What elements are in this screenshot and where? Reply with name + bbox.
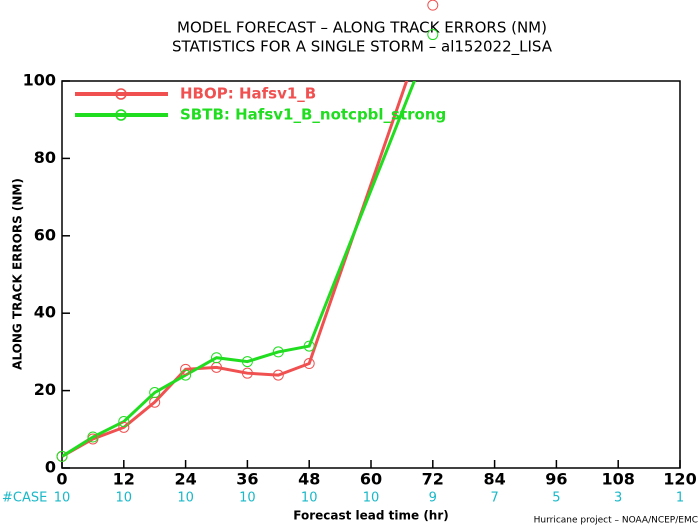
plot-frame xyxy=(61,80,681,469)
point-marker xyxy=(118,416,130,428)
case-count: 10 xyxy=(54,491,71,506)
point-marker xyxy=(272,369,284,381)
point-marker xyxy=(303,340,315,352)
case-count: 10 xyxy=(116,491,133,506)
chart-subtitle: STATISTICS FOR A SINGLE STORM – al152022… xyxy=(172,38,553,57)
y-tick-label: 20 xyxy=(34,380,56,399)
series-line xyxy=(62,81,409,458)
point-marker xyxy=(180,369,192,381)
x-tick-label: 36 xyxy=(236,470,258,489)
legend-marker xyxy=(115,88,127,100)
legend-marker xyxy=(115,109,127,121)
point-marker xyxy=(211,352,222,364)
point-marker xyxy=(303,358,315,370)
point-marker xyxy=(427,0,439,11)
x-tick-label: 72 xyxy=(422,470,444,489)
x-tick-label: 84 xyxy=(483,470,505,489)
x-tick-label: 12 xyxy=(113,470,135,489)
legend-label: SBTB: Hafsv1_B_notcpbl_strong xyxy=(180,106,446,124)
point-marker xyxy=(241,367,253,379)
y-tick-label: 0 xyxy=(45,458,56,477)
case-count: 10 xyxy=(301,491,318,506)
point-marker xyxy=(149,387,161,399)
x-tick-label: 48 xyxy=(298,470,320,489)
point-marker xyxy=(118,421,130,433)
case-count: 3 xyxy=(614,491,622,506)
case-count: 10 xyxy=(363,491,380,506)
x-tick-label: 0 xyxy=(56,470,67,489)
point-marker xyxy=(56,450,68,462)
point-marker xyxy=(180,363,192,375)
point-marker xyxy=(87,431,99,443)
point-marker xyxy=(241,356,253,368)
chart-title: MODEL FORECAST – ALONG TRACK ERRORS (NM) xyxy=(177,19,547,37)
x-tick-label: 108 xyxy=(601,470,634,489)
case-count: 5 xyxy=(552,491,560,506)
case-count: 10 xyxy=(239,491,256,506)
y-tick-label: 60 xyxy=(34,225,56,244)
plot-lines xyxy=(62,81,416,458)
case-count: 10 xyxy=(177,491,194,506)
y-tick-label: 80 xyxy=(34,148,56,167)
footer: Hurricane project – NOAA/NCEP/EMC xyxy=(534,516,698,526)
legend-label: HBOP: Hafsv1_B xyxy=(180,85,316,103)
x-tick-label: 96 xyxy=(545,470,567,489)
point-marker xyxy=(272,346,284,358)
x-axis-label: Forecast lead time (hr) xyxy=(293,509,449,523)
y-tick-label: 40 xyxy=(34,303,56,322)
case-count: 7 xyxy=(490,491,498,506)
case-count: 9 xyxy=(429,491,437,506)
y-tick-label: 100 xyxy=(23,71,56,90)
x-tick-label: 24 xyxy=(174,470,196,489)
x-tick-label: 120 xyxy=(663,470,696,489)
case-label: #CASE xyxy=(2,491,47,506)
x-tick-label: 60 xyxy=(360,470,382,489)
point-marker xyxy=(427,29,439,41)
y-axis-label: ALONG TRACK ERRORS (NM) xyxy=(11,178,25,370)
series-line xyxy=(62,81,416,458)
case-count: 1 xyxy=(676,491,684,506)
